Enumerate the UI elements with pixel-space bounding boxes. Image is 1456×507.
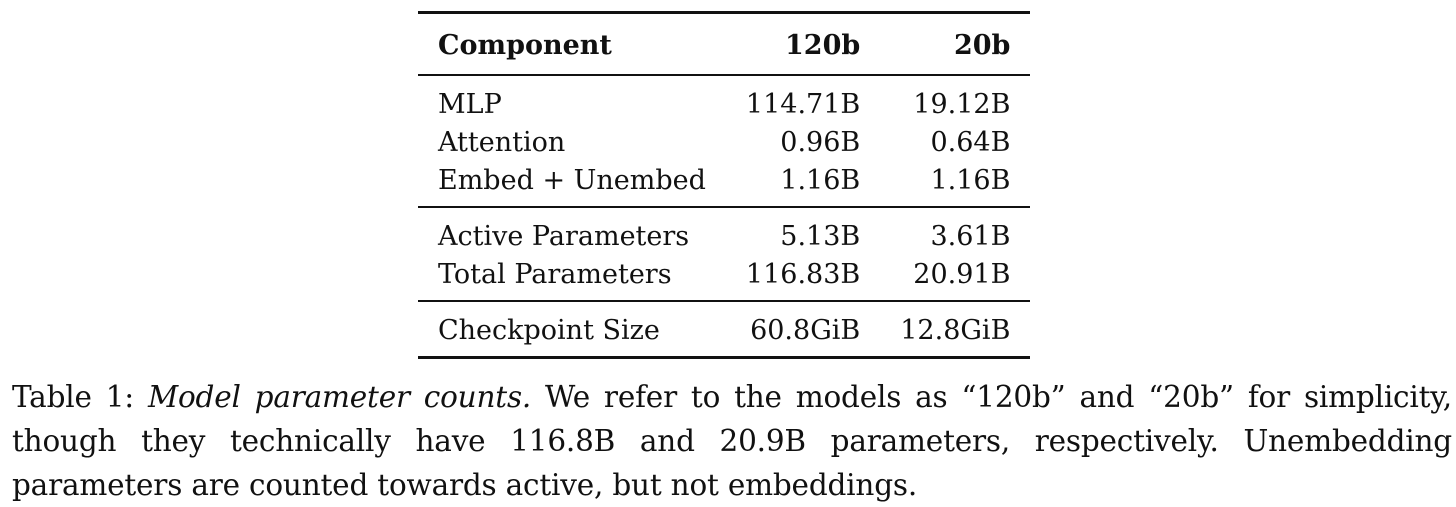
table-row: Checkpoint Size 60.8GiB 12.8GiB — [418, 301, 1031, 358]
table-header-row: Component 120b 20b — [418, 12, 1031, 76]
value-120b: 116.83B — [745, 259, 861, 290]
parameter-table: Component 120b 20b MLP 114.71B 19.12B At… — [418, 11, 1031, 359]
row-label: Attention — [438, 127, 566, 158]
row-label: Checkpoint Size — [438, 315, 660, 346]
value-120b: 1.16B — [780, 165, 861, 196]
value-120b: 5.13B — [780, 221, 861, 252]
caption-body: We refer to the models as “120b” and “20… — [12, 380, 1452, 502]
row-label: Embed + Unembed — [438, 165, 706, 196]
table-row: Total Parameters 116.83B 20.91B — [418, 256, 1030, 301]
table-row: Active Parameters 5.13B 3.61B — [418, 207, 1031, 256]
row-label: Active Parameters — [438, 221, 690, 252]
header-component: Component — [438, 29, 612, 61]
table-row: Embed + Unembed 1.16B 1.16B — [418, 162, 1030, 207]
value-20b: 19.12B — [913, 89, 1011, 120]
table-row: MLP 114.71B 19.12B — [418, 75, 1031, 124]
row-label: MLP — [438, 89, 502, 120]
table-caption: Table 1: Model parameter counts. We refe… — [12, 375, 1452, 507]
value-120b: 114.71B — [745, 89, 861, 120]
header-20b: 20b — [953, 29, 1011, 61]
value-20b: 12.8GiB — [900, 315, 1011, 346]
value-20b: 0.64B — [930, 127, 1011, 158]
value-20b: 3.61B — [930, 221, 1011, 252]
value-20b: 1.16B — [930, 165, 1011, 196]
row-label: Total Parameters — [438, 259, 672, 290]
parameter-table-container: Component 120b 20b MLP 114.71B 19.12B At… — [418, 11, 1031, 359]
table-row: Attention 0.96B 0.64B — [418, 124, 1030, 162]
value-120b: 0.96B — [780, 127, 861, 158]
caption-title: Model parameter counts. — [147, 380, 532, 414]
value-120b: 60.8GiB — [750, 315, 861, 346]
value-20b: 20.91B — [913, 259, 1011, 290]
caption-label: Table 1: — [12, 380, 135, 414]
header-120b: 120b — [785, 29, 861, 61]
